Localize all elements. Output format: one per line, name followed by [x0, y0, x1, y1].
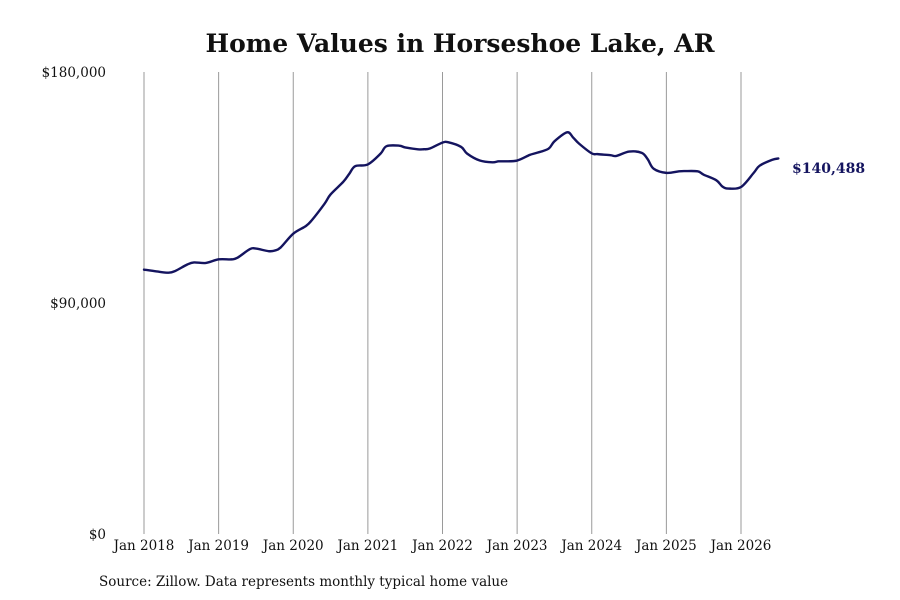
y-axis: $0 $90,000 $180,000: [42, 65, 106, 543]
x-tick-label: Jan 2023: [485, 538, 548, 554]
gridlines: [143, 72, 742, 534]
chart-title: Home Values in Horseshoe Lake, AR: [206, 29, 715, 58]
x-tick-label: Jan 2021: [335, 538, 398, 554]
x-tick-label: Jan 2022: [410, 538, 473, 554]
x-tick-label: Jan 2024: [559, 538, 622, 554]
y-tick-label: $90,000: [50, 296, 106, 312]
x-tick-label: Jan 2019: [186, 538, 249, 554]
series-line: [142, 131, 780, 274]
x-tick-label: Jan 2018: [112, 538, 175, 554]
y-tick-label: $0: [89, 527, 106, 543]
x-tick-label: Jan 2025: [634, 538, 697, 554]
x-tick-label: Jan 2026: [709, 538, 772, 554]
x-tick-label: Jan 2020: [261, 538, 324, 554]
x-axis: Jan 2018 Jan 2019 Jan 2020 Jan 2021 Jan 2022…: [112, 538, 772, 554]
end-value-label: $140,488: [792, 161, 865, 177]
source-note: Source: Zillow. Data represents monthly …: [99, 574, 508, 590]
y-tick-label: $180,000: [42, 65, 106, 81]
series-group: [142, 131, 780, 274]
